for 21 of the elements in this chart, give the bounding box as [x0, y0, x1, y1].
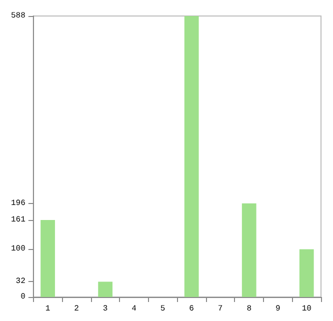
x-tick-label: 8 [246, 304, 252, 314]
y-tick-label: 161 [10, 216, 26, 225]
x-tick-label: 6 [189, 304, 194, 314]
x-tick-label: 9 [275, 304, 280, 314]
x-tick-label: 3 [102, 304, 108, 314]
x-tick-label: 2 [74, 304, 80, 314]
y-tick-label: 32 [16, 277, 26, 286]
x-tick-label: 4 [132, 304, 137, 314]
y-tick-label: 100 [10, 244, 26, 254]
x-tick-label: 7 [218, 304, 223, 314]
x-tick-label: 1 [45, 304, 50, 314]
y-tick-label: 588 [10, 12, 26, 20]
bar [40, 220, 55, 297]
bar [98, 282, 112, 297]
y-tick-label: 0 [20, 292, 26, 302]
x-tick-label: 10 [302, 304, 312, 314]
bar [299, 249, 314, 297]
bar [184, 16, 199, 297]
bar [242, 203, 256, 297]
y-tick-label: 196 [10, 198, 26, 208]
x-tick-label: 5 [160, 304, 166, 314]
